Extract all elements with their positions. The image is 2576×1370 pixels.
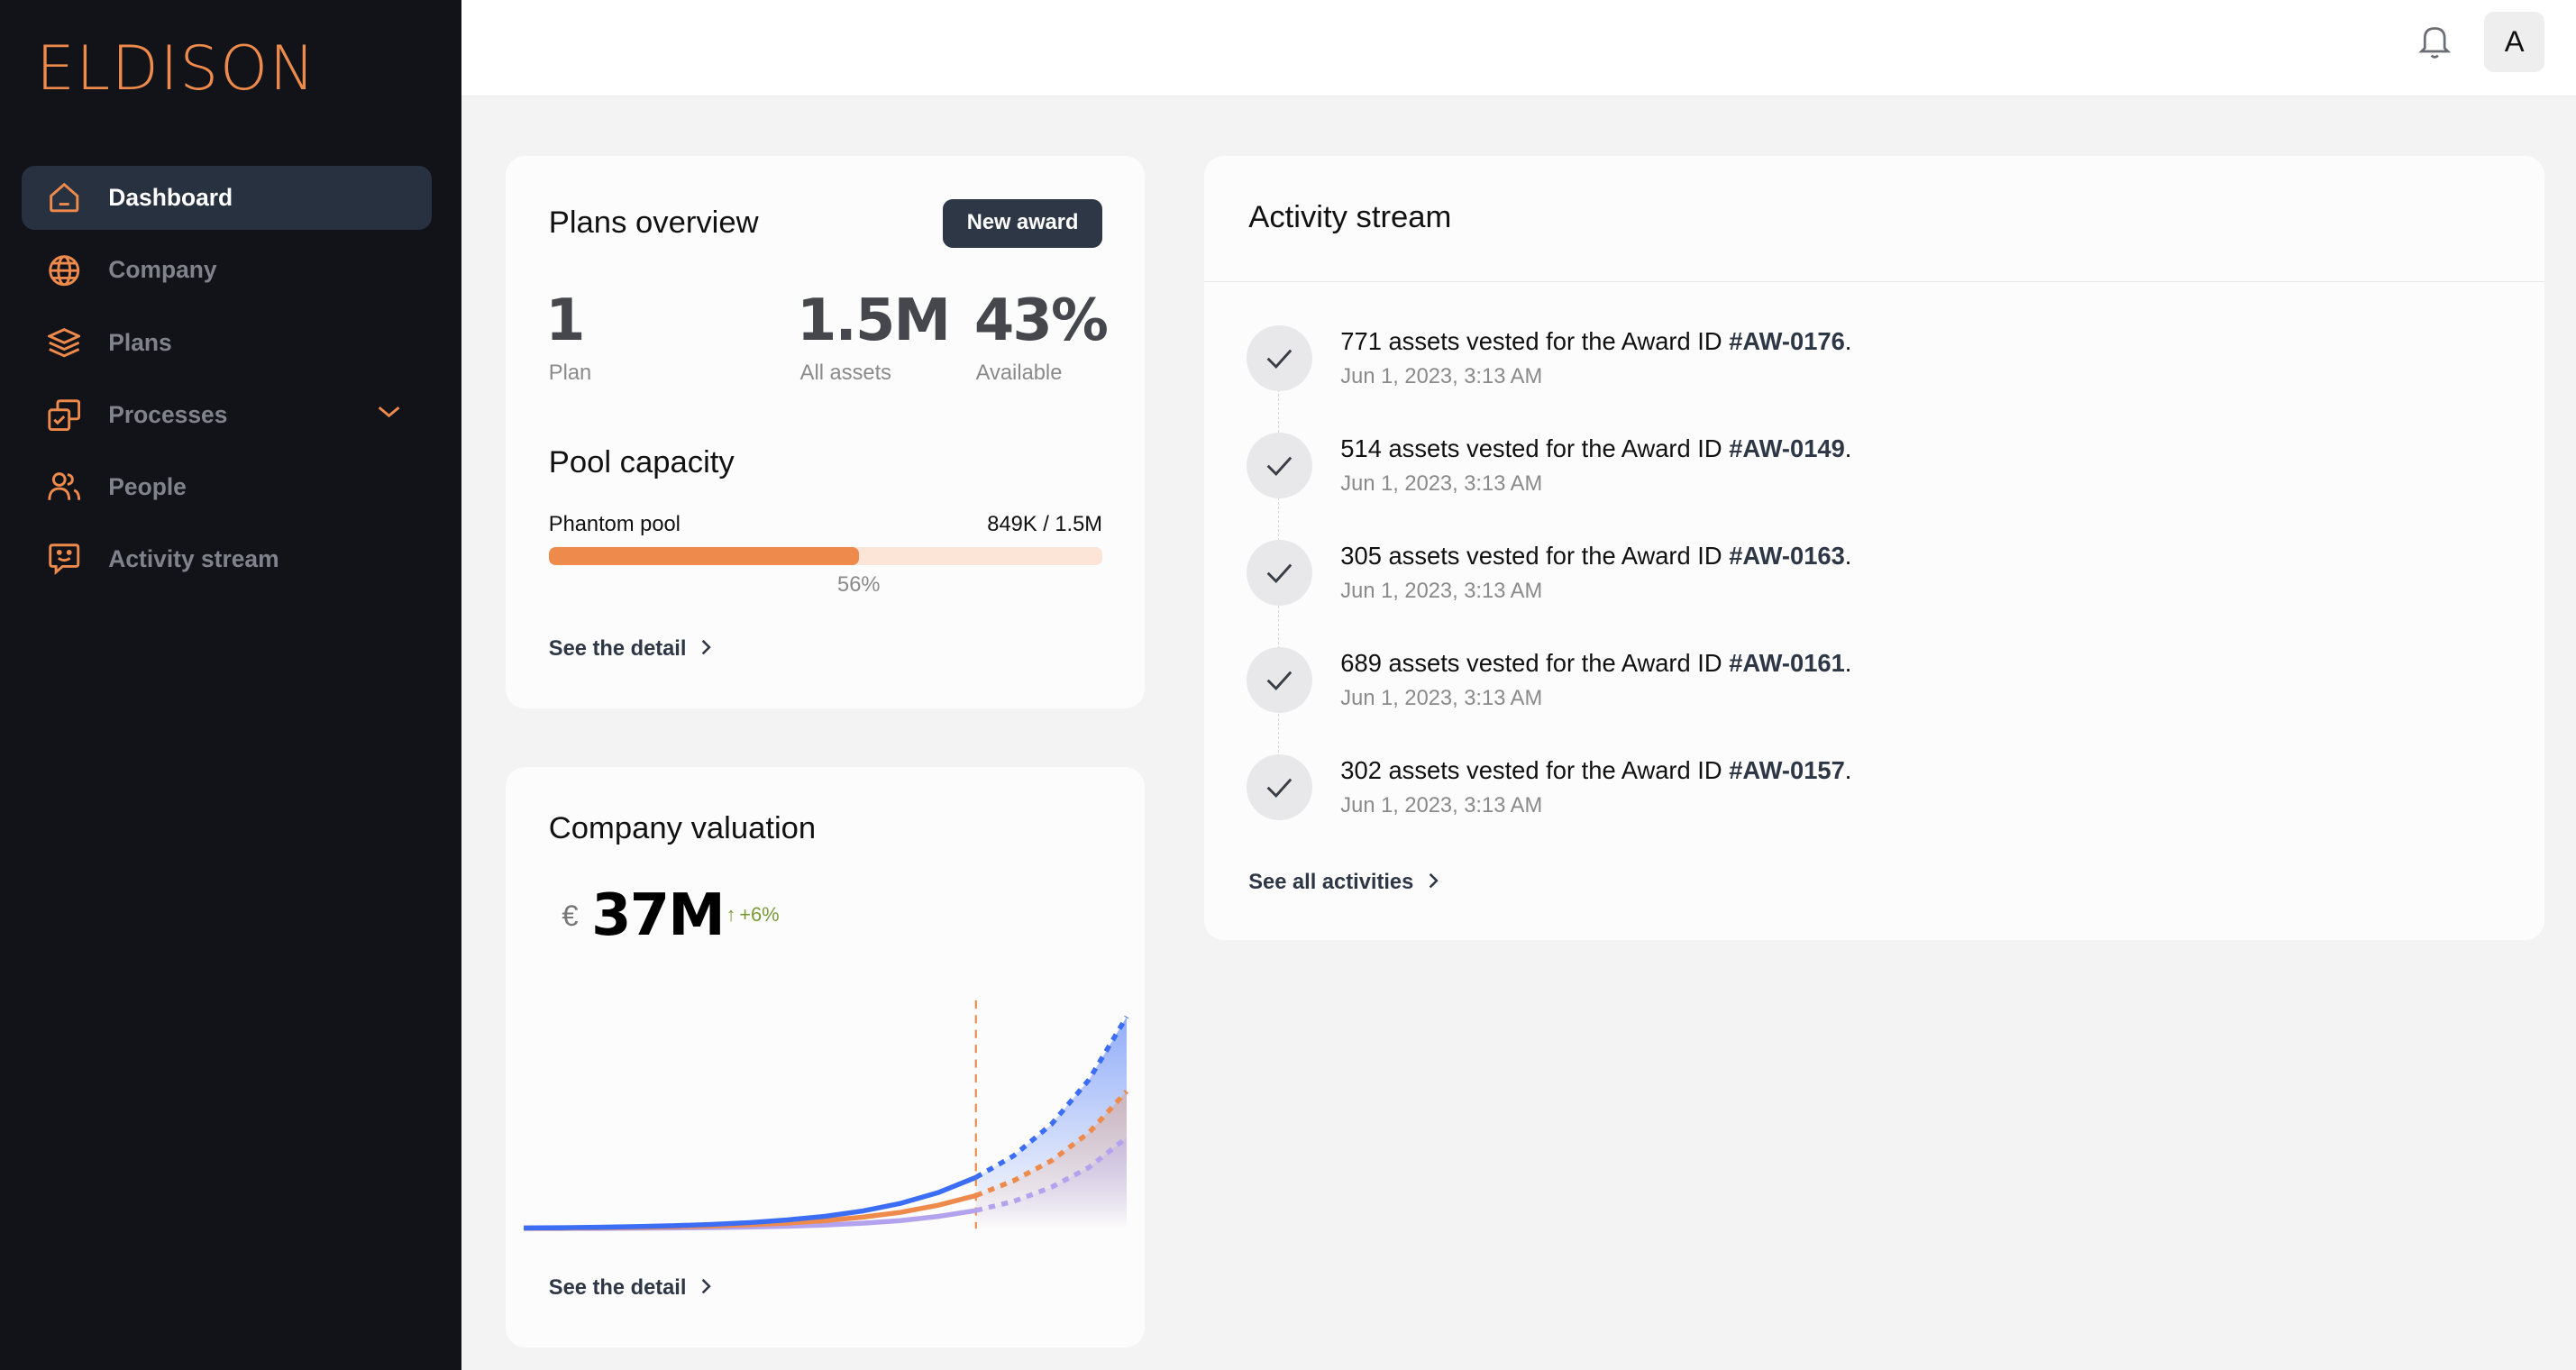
globe-icon (46, 252, 82, 288)
award-id-link[interactable]: #AW-0163 (1729, 541, 1845, 570)
sidebar-item-label: People (108, 472, 187, 500)
pool-progress-bar (548, 546, 1102, 565)
card-title: Company valuation (548, 811, 817, 846)
sidebar-item-label: Processes (108, 400, 228, 428)
layers-icon (46, 324, 82, 361)
series-line-forecast (975, 1090, 1129, 1199)
sidebar-item-activity-stream[interactable]: Activity stream (22, 527, 433, 591)
valuation-change-value: +6% (739, 903, 780, 927)
sidebar-item-plans[interactable]: Plans (22, 310, 433, 374)
avatar[interactable]: A (2483, 11, 2545, 73)
pool-percent-label: 56% (837, 573, 881, 598)
series-line-historical (524, 1174, 978, 1231)
bell-icon[interactable] (2418, 23, 2452, 67)
see-all-activities-link[interactable]: See all activities (1248, 871, 1439, 895)
sidebar: ELDISON Dashboard Company Plans Processe… (0, 0, 462, 1370)
see-detail-link[interactable]: See the detail (549, 1276, 713, 1301)
activity-text: 514 assets vested for the Award ID #AW-0… (1340, 434, 1852, 462)
activity-stream-card: Activity stream 771 assets vested for th… (1204, 156, 2545, 940)
pool-amount: 849K / 1.5M (987, 512, 1103, 536)
company-valuation-card: Company valuation € 37M ↑ +6% See the de… (506, 767, 1146, 1347)
check-circle-icon (1247, 432, 1313, 498)
valuation-change: ↑ +6% (726, 903, 780, 927)
activity-item: 302 assets vested for the Award ID #AW-0… (1247, 754, 2495, 836)
valuation-value: 37M (591, 881, 726, 949)
people-icon (46, 469, 82, 505)
sidebar-item-company[interactable]: Company (22, 238, 433, 302)
sidebar-item-label: Activity stream (108, 545, 279, 573)
series-line-forecast (975, 1136, 1129, 1213)
activity-time: Jun 1, 2023, 3:13 AM (1340, 364, 1543, 388)
check-circle-icon (1247, 324, 1313, 391)
forecast-area (976, 1137, 1128, 1229)
stat-value: 1 (545, 287, 585, 354)
card-title: Activity stream (1248, 200, 1452, 235)
activity-text: 302 assets vested for the Award ID #AW-0… (1340, 755, 1852, 784)
stat-value: 43% (973, 287, 1109, 354)
activity-time: Jun 1, 2023, 3:13 AM (1340, 793, 1543, 817)
pool-name: Phantom pool (548, 512, 681, 536)
link-label: See the detail (548, 1276, 687, 1301)
check-circle-icon (1247, 539, 1313, 606)
activity-text: 771 assets vested for the Award ID #AW-0… (1340, 326, 1852, 355)
stat-value: 1.5M (797, 287, 951, 354)
chevron-right-icon (699, 637, 713, 662)
link-label: See all activities (1248, 871, 1414, 895)
activity-item: 689 assets vested for the Award ID #AW-0… (1247, 646, 2495, 729)
plans-overview-card: Plans overview New award 1 Plan 1.5M All… (506, 156, 1146, 708)
chat-smile-icon (46, 542, 82, 578)
activity-time: Jun 1, 2023, 3:13 AM (1340, 686, 1543, 710)
currency-symbol: € (562, 899, 579, 932)
sidebar-item-label: Plans (108, 328, 172, 356)
activity-item: 305 assets vested for the Award ID #AW-0… (1247, 539, 2495, 622)
award-id-link[interactable]: #AW-0149 (1729, 434, 1845, 462)
sidebar-item-processes[interactable]: Processes (22, 383, 433, 447)
activity-time: Jun 1, 2023, 3:13 AM (1340, 579, 1543, 603)
series-line-forecast (974, 1015, 1129, 1180)
chevron-right-icon (1427, 871, 1440, 895)
sidebar-item-dashboard[interactable]: Dashboard (21, 166, 433, 231)
home-icon (46, 180, 82, 216)
see-detail-link[interactable]: See the detail (549, 637, 713, 662)
stat-label: Plan (548, 361, 592, 385)
sidebar-item-people[interactable]: People (22, 455, 433, 519)
stat-label: All assets (799, 361, 892, 385)
chevron-right-icon (699, 1276, 713, 1301)
processes-icon (46, 397, 82, 433)
card-title: Plans overview (548, 205, 759, 240)
check-circle-icon (1247, 754, 1313, 820)
chevron-down-icon[interactable] (376, 399, 402, 433)
pool-capacity-title: Pool capacity (548, 444, 735, 480)
award-id-link[interactable]: #AW-0161 (1729, 648, 1845, 677)
activity-text: 689 assets vested for the Award ID #AW-0… (1340, 648, 1852, 677)
award-id-link[interactable]: #AW-0176 (1729, 326, 1845, 355)
link-label: See the detail (548, 637, 687, 662)
sidebar-item-label: Dashboard (108, 184, 233, 212)
award-id-link[interactable]: #AW-0157 (1729, 755, 1845, 784)
activity-item: 771 assets vested for the Award ID #AW-0… (1247, 324, 2495, 407)
stat-label: Available (975, 361, 1063, 385)
top-bar (461, 0, 2576, 96)
activity-item: 514 assets vested for the Award ID #AW-0… (1247, 432, 2495, 515)
arrow-up-icon: ↑ (726, 903, 736, 927)
pool-progress-fill (548, 546, 859, 565)
new-award-button[interactable]: New award (943, 198, 1103, 249)
sidebar-item-label: Company (108, 256, 217, 284)
divider (1204, 280, 2545, 283)
check-circle-icon (1247, 646, 1313, 713)
activity-time: Jun 1, 2023, 3:13 AM (1340, 471, 1543, 496)
valuation-chart (524, 1000, 1129, 1231)
activity-text: 305 assets vested for the Award ID #AW-0… (1340, 541, 1852, 570)
logo[interactable]: ELDISON (36, 32, 317, 105)
